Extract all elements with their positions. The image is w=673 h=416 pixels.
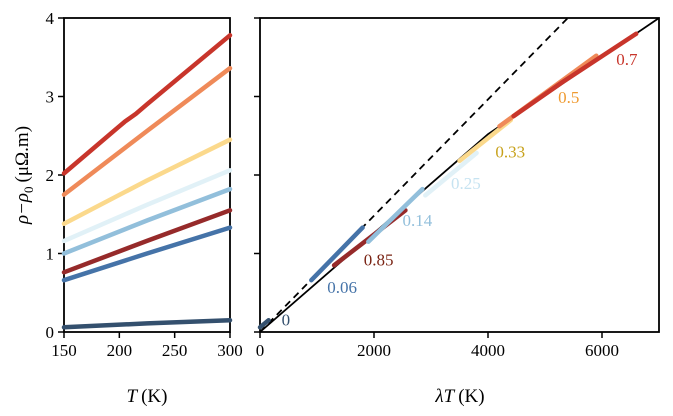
- right-series-label-0.33: 0.33: [495, 143, 525, 162]
- left-y-axis-title: ρ−ρ0 (μΩ.m): [12, 126, 36, 225]
- right-series-label-0.06: 0.06: [327, 278, 357, 297]
- right-x-axis-title: λT (K): [434, 386, 484, 407]
- left-y-sub: 0: [21, 186, 36, 193]
- left-y-tick-label: 3: [46, 88, 55, 107]
- left-series-0: [61, 317, 233, 330]
- right-x-tick-label: 2000: [357, 341, 391, 360]
- right-series-label-0.7: 0.7: [616, 50, 638, 69]
- left-x-tick-label: 300: [217, 341, 243, 360]
- right-x-tick-label: 0: [256, 341, 265, 360]
- left-x-tick-label: 250: [162, 341, 188, 360]
- right-series-label-0.14: 0.14: [403, 211, 433, 230]
- right-x-unit: (K): [458, 386, 484, 407]
- left-y-tick-label: 2: [46, 166, 55, 185]
- right-reference-line-dashed: [259, 17, 569, 333]
- left-series-0.14: [61, 186, 233, 256]
- left-x-tick-label: 200: [107, 341, 133, 360]
- left-x-unit: (K): [141, 386, 167, 407]
- left-series-0.85: [61, 208, 233, 275]
- left-series-0.33: [61, 137, 233, 226]
- right-series-0.25: [423, 150, 479, 198]
- left-series-0.06: [61, 225, 233, 283]
- left-x-tick-label: 150: [51, 341, 77, 360]
- right-x-tick-label: 6000: [585, 341, 619, 360]
- left-series-0.5: [61, 65, 233, 197]
- right-series-0.7: [511, 31, 639, 119]
- right-series-0.06: [309, 225, 365, 283]
- left-series-0.25: [61, 168, 233, 244]
- right-x-var: λT: [434, 386, 455, 407]
- left-y-main: ρ−ρ: [12, 193, 33, 225]
- right-series-label-0.85: 0.85: [364, 250, 394, 269]
- right-series-0.14: [366, 186, 425, 244]
- left-series-0.7: [61, 33, 233, 176]
- left-x-var: T: [127, 386, 139, 407]
- left-y-tick-label: 1: [46, 245, 55, 264]
- right-x-tick-label: 4000: [471, 341, 505, 360]
- right-series-0: [257, 317, 271, 330]
- left-y-tick-label: 4: [46, 9, 55, 28]
- right-series-label-0: 0: [282, 311, 291, 330]
- left-y-tick-label: 0: [46, 323, 55, 342]
- left-y-unit: (μΩ.m): [12, 126, 33, 183]
- right-series-label-0.25: 0.25: [451, 174, 481, 193]
- right-series-label-0.5: 0.5: [558, 88, 579, 107]
- left-x-axis-title: T (K): [127, 386, 168, 407]
